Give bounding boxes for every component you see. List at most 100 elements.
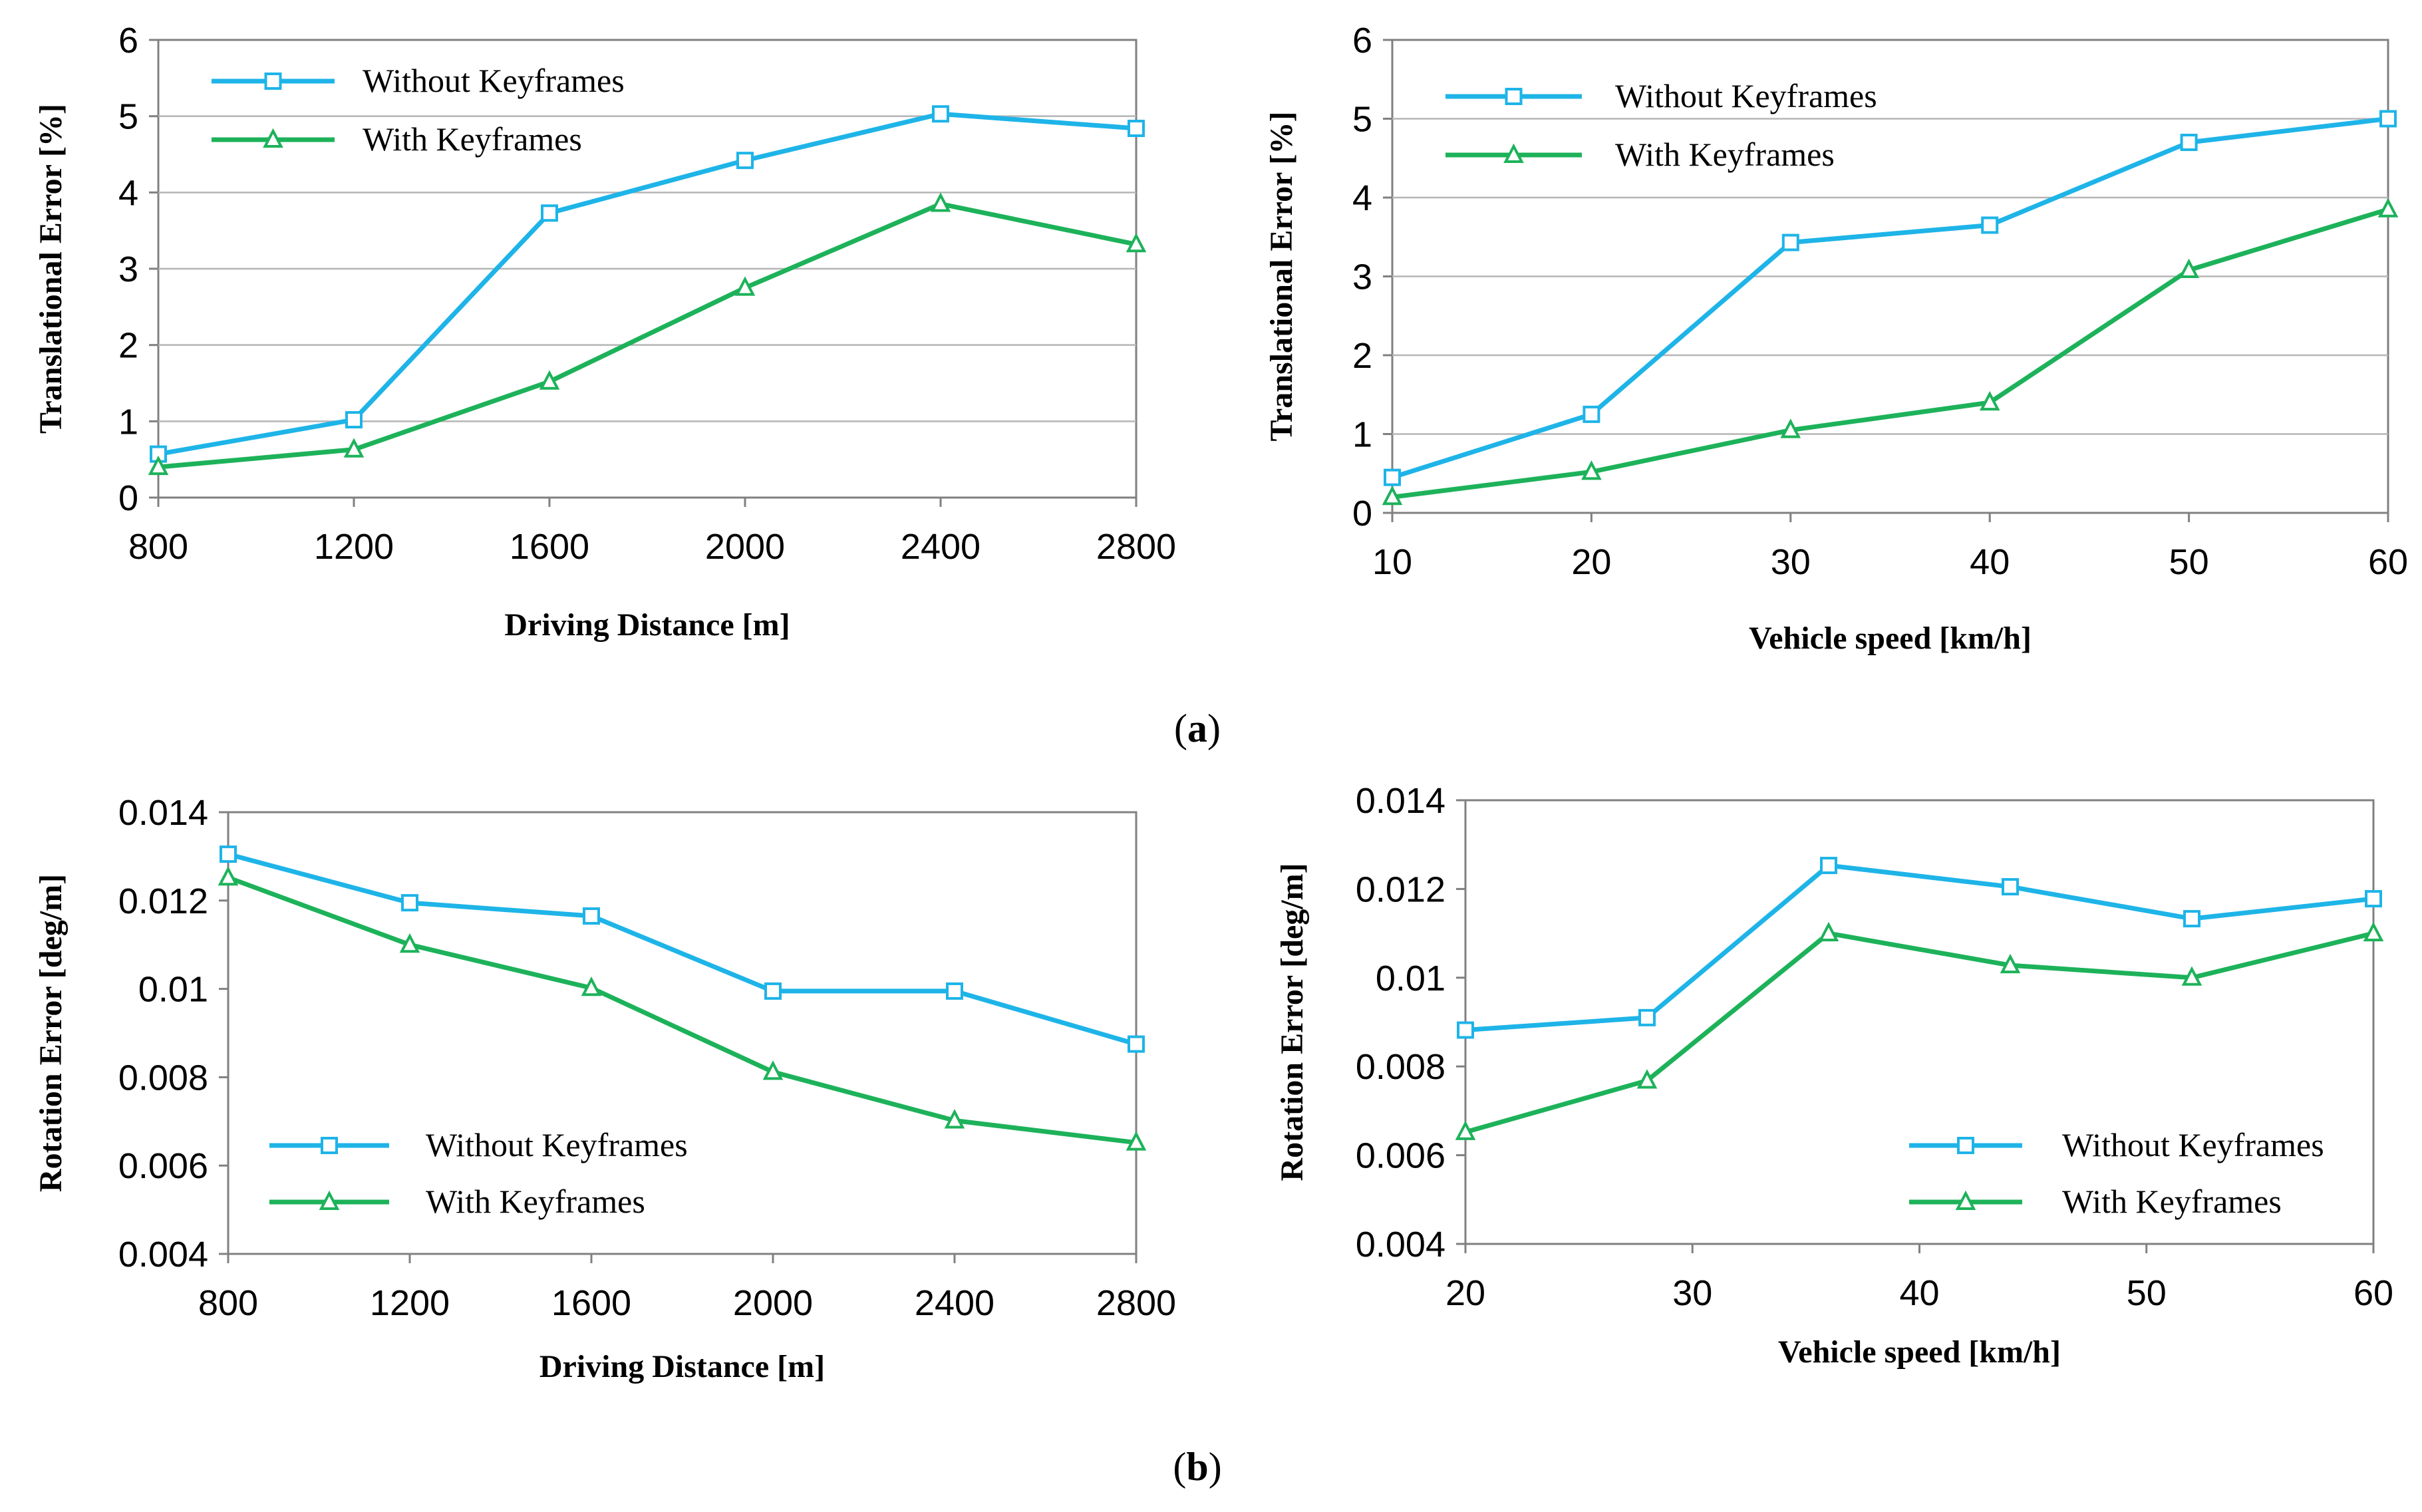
square-marker <box>2365 890 2382 908</box>
triangle-marker <box>2363 921 2384 942</box>
y-tick-label: 6 <box>1352 21 1372 61</box>
triangle-marker <box>930 192 951 212</box>
y-tick-label: 3 <box>1352 257 1372 297</box>
legend-label: Without Keyframes <box>1615 77 1877 114</box>
y-tick-label: 0.008 <box>1356 1047 1445 1087</box>
y-tick-label: 3 <box>118 249 138 289</box>
triangle-marker <box>1955 1190 1976 1210</box>
series-line-without <box>1391 116 2389 480</box>
x-tick-label: 2400 <box>915 1283 994 1323</box>
triangle-marker <box>1503 143 1524 163</box>
series-line-with <box>158 202 1137 470</box>
x-axis-label: Driving Distance [m] <box>539 1349 825 1384</box>
y-tick-label: 0.008 <box>118 1058 208 1098</box>
chart-b-left: 0.004 0.006 0.008 0.01 0.012 0.014 800 1200 1600… <box>33 793 1176 1384</box>
triangle-marker <box>1818 921 1839 942</box>
square-marker <box>1638 1008 1656 1026</box>
x-tick-label: 60 <box>2368 542 2408 582</box>
square-marker <box>1981 216 1999 234</box>
caption-b: (b) <box>1173 1445 1221 1489</box>
x-axis-label: Vehicle speed [km/h] <box>1778 1334 2061 1370</box>
triangle-marker <box>1581 460 1602 480</box>
x-tick-label: 2800 <box>1096 527 1176 567</box>
triangle-marker <box>944 1109 965 1129</box>
y-tick-label: 6 <box>118 21 138 61</box>
square-marker <box>401 894 418 912</box>
caption-a-close: ) <box>1207 706 1221 750</box>
square-marker <box>345 411 363 429</box>
chart-a-left: 0 1 2 3 4 5 6 800 1200 1600 2000 2400 2800 Driving Di… <box>33 21 1176 643</box>
triangle-marker <box>2000 953 2021 974</box>
square-marker <box>2183 910 2200 928</box>
square-marker <box>1128 1035 1145 1053</box>
caption-b-close: ) <box>1209 1445 1222 1489</box>
x-tick-label: 40 <box>1899 1273 1939 1313</box>
x-tick-label: 10 <box>1372 542 1412 582</box>
triangle-marker <box>2377 198 2399 218</box>
triangle-marker <box>1126 232 1147 253</box>
square-marker <box>2002 878 2019 896</box>
x-axis-label: Vehicle speed [km/h] <box>1749 621 2032 656</box>
triangle-marker <box>762 1060 784 1080</box>
series-line-without <box>158 111 1137 457</box>
square-marker <box>764 982 782 1000</box>
x-tick-label: 50 <box>2169 542 2209 582</box>
y-tick-label: 0.01 <box>1376 959 1445 998</box>
square-marker <box>1583 405 1600 423</box>
square-marker <box>2379 110 2397 128</box>
triangle-marker <box>343 438 365 458</box>
legend-label: With Keyframes <box>1615 136 1835 173</box>
y-axis-label: Rotation Error [deg/m] <box>33 874 69 1192</box>
y-tick-label: 0.004 <box>118 1235 208 1275</box>
y-tick-label: 0.006 <box>118 1146 208 1186</box>
square-marker <box>1820 857 1837 875</box>
triangle-marker <box>399 933 420 953</box>
triangle-marker <box>734 276 756 296</box>
triangle-marker <box>1979 390 2000 411</box>
y-tick-label: 5 <box>118 97 138 137</box>
caption-a: (a) <box>1174 706 1221 750</box>
series-line-with <box>227 875 1137 1145</box>
square-marker <box>1384 468 1401 486</box>
y-tick-label: 0.01 <box>138 970 208 1010</box>
triangle-marker <box>1780 418 1801 438</box>
triangle-marker <box>539 370 560 390</box>
y-tick-label: 0.004 <box>1356 1225 1445 1265</box>
x-tick-label: 60 <box>2353 1273 2393 1313</box>
y-tick-label: 0.012 <box>1356 869 1445 909</box>
square-marker <box>321 1137 338 1154</box>
square-marker <box>1505 88 1523 105</box>
y-tick-label: 0.014 <box>118 793 208 833</box>
x-tick-label: 30 <box>1771 542 1811 582</box>
triangle-marker <box>1126 1131 1147 1151</box>
x-tick-label: 1600 <box>551 1283 631 1323</box>
triangle-marker <box>218 865 239 886</box>
plot-frame <box>227 811 1137 1255</box>
caption-a-open: ( <box>1174 706 1187 750</box>
y-tick-label: 0.014 <box>1356 781 1445 821</box>
y-tick-label: 4 <box>1352 178 1372 218</box>
triangle-marker <box>263 128 283 148</box>
x-tick-label: 40 <box>1970 542 2010 582</box>
y-tick-label: 0.012 <box>118 881 208 921</box>
y-tick-label: 5 <box>1352 100 1372 140</box>
x-tick-label: 2000 <box>733 1283 813 1323</box>
triangle-marker <box>2179 258 2199 279</box>
x-tick-label: 2400 <box>901 527 981 567</box>
x-tick-label: 1200 <box>314 527 394 567</box>
x-tick-label: 20 <box>1445 1273 1485 1313</box>
caption-b-open: ( <box>1173 1445 1186 1489</box>
triangle-marker <box>1382 485 1403 506</box>
y-tick-label: 1 <box>1352 415 1372 455</box>
y-tick-label: 2 <box>118 326 138 366</box>
square-marker <box>1781 233 1799 251</box>
square-marker <box>2180 134 2198 152</box>
chart-b-right: 0.004 0.006 0.008 0.01 0.012 0.014 20 30 40 50 60 V… <box>1275 781 2393 1370</box>
square-marker <box>1457 1021 1474 1039</box>
x-tick-label: 1600 <box>510 527 589 567</box>
legend-label: Without Keyframes <box>2062 1126 2324 1163</box>
y-tick-label: 1 <box>118 402 138 442</box>
square-marker <box>220 845 237 863</box>
series-line-with <box>1465 931 2374 1135</box>
